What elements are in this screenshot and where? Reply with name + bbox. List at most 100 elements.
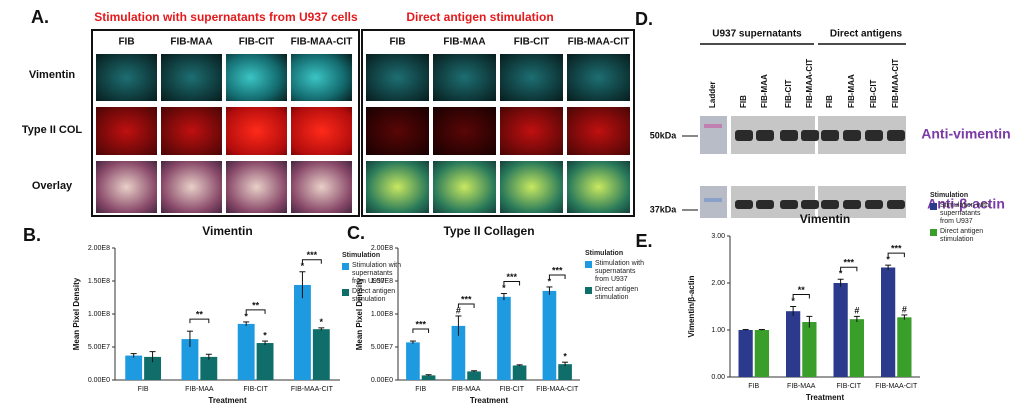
group-label: Direct antigens [830,29,903,40]
chart-title: Vimentin [202,224,252,238]
legend-label: Direct antigen stimulation [940,228,984,243]
legend-entry: Direct antigen stimulation [585,286,647,302]
bar [802,322,817,377]
legend-swatch [585,261,592,268]
significance-label: *** [415,319,426,329]
lane-label: FIB [739,95,748,108]
significance-marker: * [548,276,552,286]
micrograph [567,107,630,155]
panel-letter: E. [635,231,652,251]
bar [497,296,511,380]
legend-swatch [342,263,349,270]
bar [406,342,420,380]
band [735,130,753,141]
significance-bracket [503,281,521,286]
y-tick-label: 0.00E0 [88,377,110,384]
bar [881,267,896,377]
legend-entry: Direct antigen stimulation [930,228,992,244]
lane-label: Ladder [708,81,717,108]
significance-marker: * [839,269,843,279]
group-label: U937 supernatants [712,29,802,40]
micrograph [567,54,630,101]
mw-marker: 50kDa [650,130,678,140]
significance-marker: * [263,330,267,340]
bar [897,317,912,377]
micrograph [433,161,496,213]
row-label: Vimentin [29,69,76,81]
chart-title: Type II Collagen [443,224,534,238]
x-tick-label: FIB [138,386,149,393]
micrograph [366,54,429,101]
legend-title: Stimulation [585,250,624,257]
significance-bracket [412,328,430,334]
panel-header: Stimulation with supernatants from U937 … [94,10,358,24]
ladder-band [704,198,722,202]
bar [512,365,527,380]
significance-bracket [457,303,475,308]
antibody-label: Anti-β-actin [927,196,1005,212]
column-label: FIB-MAA [443,37,485,48]
bar [125,355,143,380]
panel-letter: B. [23,225,41,245]
x-tick-label: FIB-MAA-CIT [536,386,579,393]
panel-letter: D. [635,9,653,29]
significance-label: *** [891,244,902,254]
bar [256,343,274,380]
bar [849,319,864,377]
significance-marker: * [563,352,567,362]
band [735,200,753,209]
y-tick-label: 1.50E8 [371,278,393,285]
chart-title: Vimentin [800,212,850,226]
micrograph [96,161,157,213]
x-tick-label: FIB-MAA [787,383,816,390]
band [801,200,819,209]
x-axis-label: Treatment [208,396,247,405]
lane-label: FIB-MAA-CIT [805,59,814,108]
significance-bracket [189,318,210,324]
panel-header: Direct antigen stimulation [406,10,553,24]
bar [237,323,255,380]
micrograph [500,54,563,101]
row-label: Overlay [32,180,73,192]
x-tick-label: FIB-MAA-CIT [875,383,918,390]
band [887,200,905,209]
micrograph [291,54,352,101]
x-tick-label: FIB-CIT [243,386,268,393]
lane-label: FIB-MAA [760,74,769,108]
bar [294,284,311,380]
x-axis-label: Treatment [806,393,845,402]
column-label: FIB-MAA-CIT [568,37,630,48]
significance-marker: # [902,304,907,314]
bar [738,330,753,377]
x-tick-label: FIB-MAA [452,386,481,393]
micrograph [226,54,287,101]
significance-label: *** [506,272,517,282]
legend-label: Direct antigen stimulation [595,286,639,301]
row-label: Type II COL [22,124,83,136]
significance-label: *** [461,294,472,304]
y-tick-label: 1.00E8 [371,311,393,318]
micrograph [567,161,630,213]
micrograph [161,107,222,155]
y-tick-label: 2.00E8 [88,245,110,252]
lane-label: FIB-CIT [869,79,878,108]
bar [754,330,769,377]
bar [451,325,466,380]
x-tick-label: FIB-MAA-CIT [291,386,334,393]
lane-label: FIB [825,95,834,108]
band [821,130,839,141]
micrograph [291,107,352,155]
column-label: FIB-CIT [514,37,550,48]
significance-marker: # [854,306,859,316]
ladder-band [704,124,722,128]
y-tick-label: 1.00 [711,327,725,334]
bar [144,356,161,380]
y-tick-label: 3.00 [711,233,725,240]
micrograph [366,161,429,213]
y-axis-label: Mean Pixel Density [355,277,364,350]
y-tick-label: 5.00E7 [88,344,110,351]
column-label: FIB-CIT [239,37,275,48]
blot [700,116,727,154]
image-frame [361,29,635,217]
